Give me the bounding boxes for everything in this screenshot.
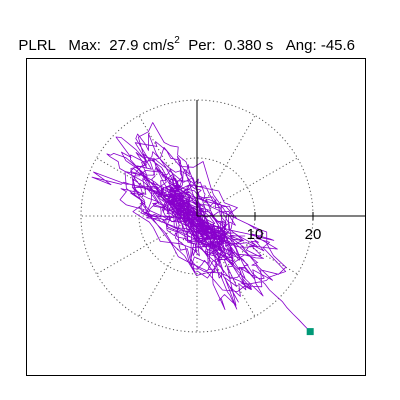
max-value: 27.9: [109, 37, 139, 54]
component-name: PLRL: [18, 37, 56, 54]
orbit-plot: 10 20: [26, 58, 366, 376]
grid-spoke-30: [196, 157, 298, 217]
max-unit: cm/s2: [143, 36, 180, 56]
ring-label-2: 20: [305, 226, 322, 243]
ring-label-1: 10: [247, 226, 264, 243]
axes: [196, 100, 365, 217]
plot-area: 10 20: [26, 58, 366, 376]
max-unit-base: cm/s: [142, 37, 175, 54]
chart-header: PLRL Max: 27.9 cm/s2 Per: 0.380 s Ang: -…: [10, 16, 355, 56]
ring-labels: 10 20: [247, 212, 322, 243]
grid-spoke-210: [96, 215, 198, 275]
orbit-trace: [91, 122, 311, 332]
angle-label: Ang:: [285, 37, 317, 54]
period-label: Per:: [188, 37, 216, 54]
orbit-trace-group: [91, 122, 311, 332]
peak-marker: [306, 328, 314, 336]
angle-value: -45.6: [320, 37, 356, 54]
grid-spoke-60: [196, 115, 256, 217]
max-label: Max:: [68, 37, 101, 54]
max-unit-exponent: 2: [174, 35, 180, 46]
period-value: 0.380 s: [224, 37, 274, 54]
peak-marker-group: [306, 328, 314, 336]
